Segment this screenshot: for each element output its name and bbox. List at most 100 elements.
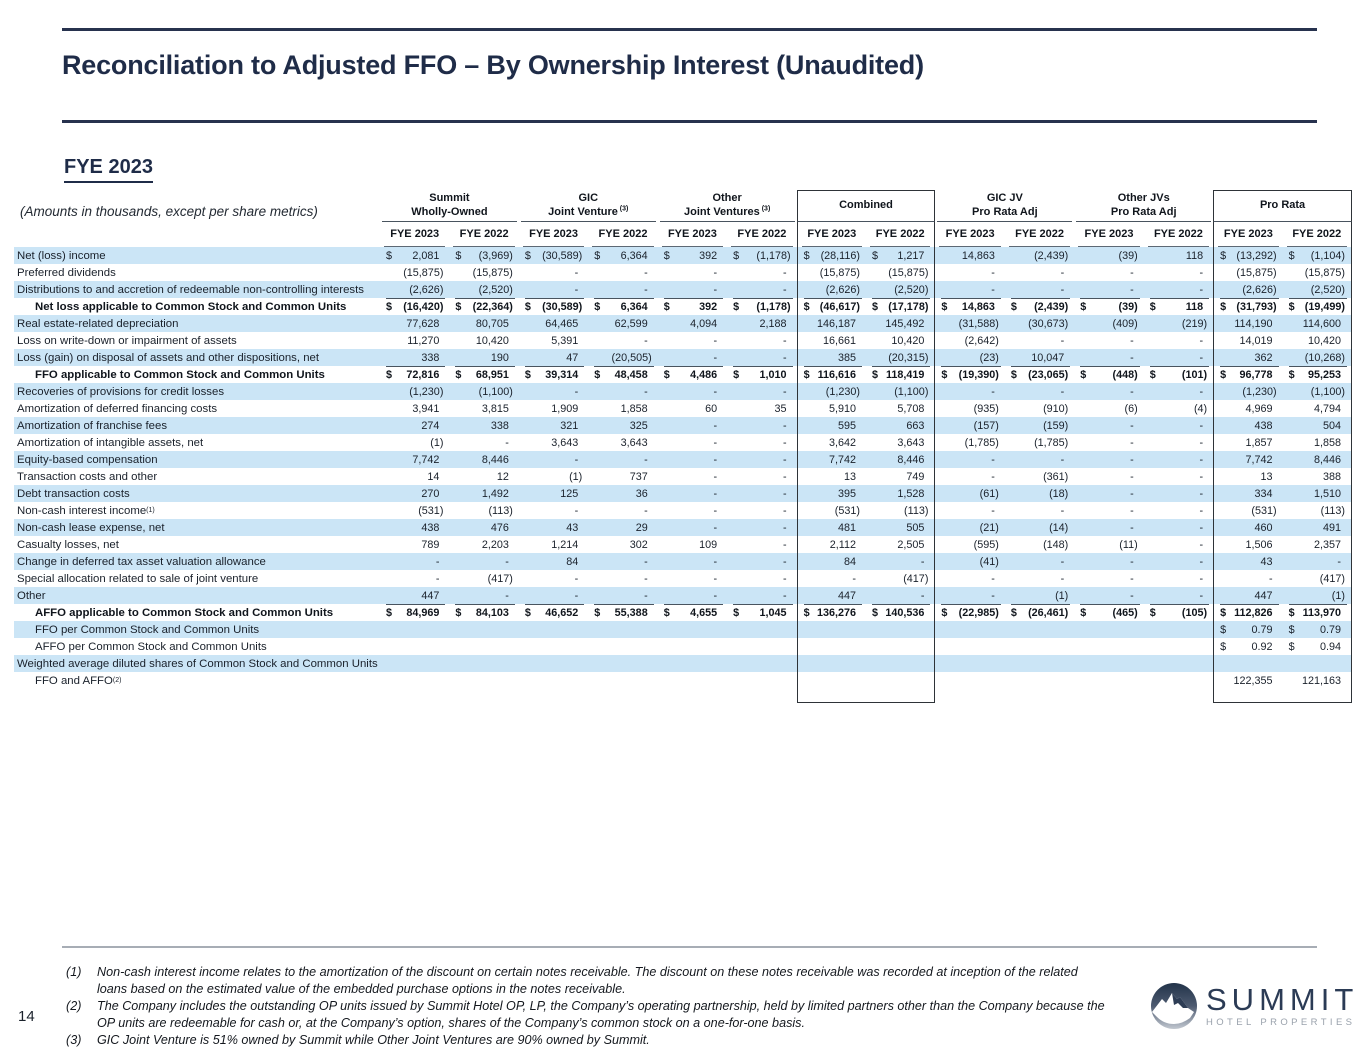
row-label: Real estate-related depreciation: [17, 317, 179, 330]
table-row: Special allocation related to sale of jo…: [14, 570, 1352, 587]
value-cell-inner: 114,600: [1289, 315, 1347, 332]
cell-value: (15,875): [403, 266, 444, 279]
value-cell-inner: 125: [525, 485, 584, 502]
cell-value: 6,364: [620, 249, 648, 262]
value-cell: 2,112: [796, 536, 866, 553]
cell-value: 136,276: [816, 607, 856, 619]
cell-value: 5,910: [828, 402, 856, 415]
value-cell-inner: -: [1220, 570, 1278, 587]
value-cell-inner: -: [1150, 281, 1209, 298]
table-row: Net (loss) income $2,081 $ (3,969) $ (30,589)…: [14, 247, 1352, 264]
table-group-header-row: Summit Wholly-Owned GIC Joint Venture (3) Ot…: [14, 190, 1352, 222]
table-row: AFFO per Common Stock and Common Units $0…: [14, 638, 1352, 655]
value-cell: (20,315): [866, 349, 936, 366]
row-label: Recoveries of provisions for credit loss…: [17, 385, 225, 398]
value-cell: 77,628: [380, 315, 449, 332]
cell-value: (1,230): [409, 385, 444, 398]
value-cell-inner: (15,875): [872, 264, 930, 281]
cell-value: 321: [560, 419, 579, 432]
value-cell-inner: $4,655: [663, 604, 724, 621]
value-cell-inner: (14): [1011, 519, 1070, 536]
value-cell: [380, 638, 449, 655]
value-cell-inner: $0.94: [1289, 638, 1347, 655]
cell-value: 118: [1185, 249, 1204, 262]
value-cell-inner: $1,045: [733, 604, 793, 621]
cell-value: -: [782, 453, 787, 466]
value-cell-inner: (157): [941, 417, 1000, 434]
cell-value: (14): [1049, 521, 1069, 534]
value-cell-inner: 460: [1220, 519, 1278, 536]
value-cell-inner: $392: [663, 298, 724, 315]
value-cell: -: [1144, 485, 1213, 502]
cell-value: 14,019: [1239, 334, 1273, 347]
value-cell: [658, 621, 727, 638]
cell-value: (2,626): [409, 283, 444, 296]
value-cell-inner: 29: [594, 519, 653, 536]
value-cell-inner: $ (2,439): [1010, 298, 1071, 315]
value-cell: [727, 638, 796, 655]
dollar-sign: $: [1220, 623, 1227, 636]
column-group-label: Summit Wholly-Owned: [411, 191, 488, 218]
value-cell: -: [727, 587, 796, 604]
cell-value: (46,617): [819, 301, 860, 313]
value-cell: 1,858: [588, 400, 657, 417]
cell-value: 789: [421, 538, 440, 551]
value-cell-inner: -: [664, 434, 723, 451]
value-cell-inner: [941, 655, 1000, 672]
dollar-sign: $: [733, 369, 740, 381]
value-cell-inner: 47: [525, 349, 584, 366]
dollar-sign: $: [1288, 369, 1295, 381]
value-cell: -: [380, 553, 449, 570]
row-label: Loss on write-down or impairment of asse…: [17, 334, 237, 347]
value-cell-inner: [1220, 655, 1278, 672]
table-corner-cell: [14, 190, 380, 222]
cell-value: -: [1199, 487, 1204, 500]
value-cell-inner: 10,420: [872, 332, 930, 349]
cell-value: 270: [421, 487, 440, 500]
value-cell-inner: -: [733, 485, 792, 502]
value-cell: $96,778: [1213, 366, 1282, 383]
value-cell: $72,816: [380, 366, 449, 383]
value-cell-inner: 438: [1220, 417, 1278, 434]
value-cell: (2,626): [796, 281, 866, 298]
value-cell: $112,826: [1213, 604, 1282, 621]
value-cell-inner: [872, 655, 930, 672]
value-cell-inner: [1080, 672, 1139, 689]
value-cell-inner: $55,388: [594, 604, 654, 621]
value-cell-inner: -: [872, 587, 930, 604]
row-label: Amortization of franchise fees: [17, 419, 168, 432]
cell-value: 0.94: [1319, 640, 1341, 653]
value-cell: 338: [380, 349, 449, 366]
value-cell: [1074, 655, 1143, 672]
cell-value: (935): [973, 402, 999, 415]
value-cell: 3,643: [588, 434, 657, 451]
value-cell: [1005, 638, 1074, 655]
cell-value: -: [782, 589, 787, 602]
cell-value: 392: [699, 301, 718, 313]
value-cell: 270: [380, 485, 449, 502]
value-cell: (2,642): [935, 332, 1004, 349]
value-cell: 504: [1283, 417, 1352, 434]
value-cell-inner: -: [1080, 485, 1139, 502]
value-cell: [1283, 655, 1352, 672]
value-cell: [727, 621, 796, 638]
value-cell: -: [1074, 451, 1143, 468]
cell-value: -: [574, 385, 579, 398]
value-cell-inner: -: [1011, 502, 1070, 519]
cell-value: -: [782, 572, 787, 585]
value-cell-inner: 338: [386, 349, 445, 366]
cell-value: (1,230): [825, 385, 860, 398]
value-cell: [1074, 638, 1143, 655]
cell-value: -: [1199, 572, 1204, 585]
value-cell-inner: [594, 672, 653, 689]
value-cell-inner: $ (3,969): [455, 247, 514, 264]
dollar-sign: $: [1080, 607, 1087, 619]
value-cell: -: [1074, 553, 1143, 570]
combined-box-bottom: [796, 689, 936, 703]
value-cell-inner: -: [664, 587, 723, 604]
cell-value: -: [1130, 334, 1134, 347]
value-cell: [519, 672, 588, 689]
value-cell: [935, 638, 1004, 655]
cell-value: 4,655: [690, 607, 718, 619]
cell-value: (41): [979, 555, 999, 568]
